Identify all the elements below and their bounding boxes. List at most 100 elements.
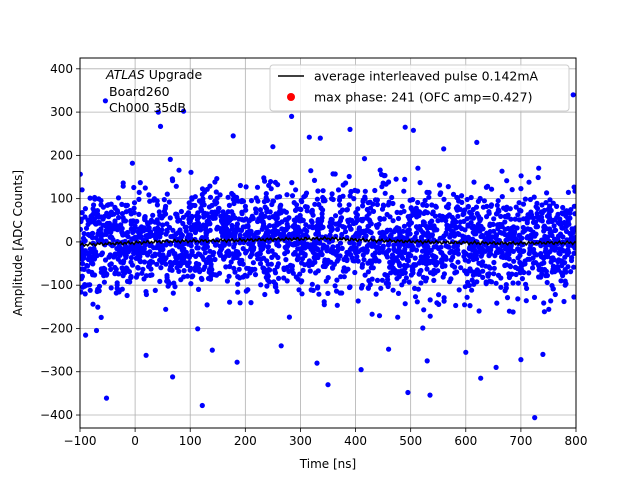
data-point [485, 233, 491, 240]
data-point [256, 216, 262, 222]
data-point [310, 212, 316, 218]
data-point [227, 263, 233, 270]
data-point [409, 247, 415, 253]
data-point [199, 276, 205, 282]
data-point [515, 296, 521, 302]
data-point [186, 259, 192, 266]
data-point [353, 210, 359, 216]
data-point [330, 265, 336, 271]
data-point [141, 259, 148, 265]
data-point [205, 255, 212, 261]
data-point [255, 229, 261, 235]
x-tick-label: 800 [565, 434, 588, 448]
data-point [253, 210, 259, 216]
data-point [344, 207, 350, 213]
data-point [170, 290, 176, 296]
data-point [167, 156, 173, 162]
data-point [80, 210, 85, 216]
data-point [558, 258, 565, 264]
data-point [510, 248, 516, 254]
data-point [136, 196, 142, 202]
data-point [195, 286, 202, 292]
data-point [86, 250, 92, 256]
data-point [549, 218, 555, 225]
data-point [403, 275, 409, 281]
data-point [396, 260, 402, 266]
data-point [91, 209, 97, 215]
data-point [214, 200, 220, 206]
data-point [82, 206, 88, 212]
data-point [406, 243, 412, 249]
x-tick-label: 400 [344, 434, 367, 448]
data-point [120, 273, 126, 279]
data-point [365, 200, 371, 206]
x-axis-label: Time [ns] [299, 457, 356, 471]
data-point [467, 303, 473, 309]
data-point [411, 263, 417, 269]
data-point [248, 300, 254, 306]
data-point [254, 184, 261, 190]
data-point [386, 247, 392, 253]
data-point [415, 199, 421, 206]
data-point [321, 242, 327, 248]
data-point [239, 211, 245, 217]
data-point [491, 271, 497, 277]
y-tick-label: 100 [50, 192, 73, 206]
data-point [546, 207, 552, 213]
data-point [503, 282, 509, 288]
data-point [422, 197, 428, 204]
data-point [235, 198, 241, 204]
data-point [95, 304, 101, 310]
data-point [374, 277, 381, 283]
data-point [547, 197, 553, 203]
data-point [398, 233, 404, 239]
data-point [142, 242, 148, 248]
data-point [99, 251, 105, 257]
data-point [267, 209, 273, 215]
data-point [455, 213, 461, 219]
data-point [516, 200, 522, 206]
data-point [504, 295, 511, 301]
data-point [80, 218, 84, 225]
data-point [152, 287, 158, 293]
data-point [80, 171, 83, 177]
data-point [214, 176, 220, 182]
data-point [168, 234, 174, 240]
data-point [360, 203, 366, 209]
data-point [238, 227, 245, 233]
data-point [536, 274, 542, 280]
data-point [402, 176, 408, 182]
data-point [156, 251, 162, 257]
data-point [336, 220, 342, 226]
data-point [531, 294, 538, 300]
data-point [474, 211, 480, 217]
data-point [536, 165, 542, 171]
data-point-outlier [170, 374, 176, 380]
data-point [538, 254, 544, 260]
data-point [287, 232, 293, 238]
data-point [325, 275, 331, 281]
data-point [93, 327, 100, 334]
data-point [347, 284, 353, 290]
data-point [217, 192, 223, 198]
data-point [158, 265, 164, 271]
data-point [396, 247, 402, 253]
data-point [352, 187, 358, 193]
data-point [244, 265, 250, 271]
data-point [568, 269, 574, 275]
annotation-experiment: ATLAS Upgrade [105, 67, 202, 82]
data-point [276, 275, 282, 281]
data-point [226, 252, 232, 258]
data-point [128, 255, 134, 261]
data-point [96, 196, 102, 202]
data-point [559, 210, 565, 216]
data-point [384, 227, 390, 233]
data-point [376, 221, 382, 227]
data-point [382, 172, 388, 179]
data-point [189, 213, 195, 219]
data-point-outlier [424, 358, 430, 364]
data-point [507, 206, 513, 212]
data-point [412, 294, 419, 300]
data-point [406, 221, 412, 227]
data-point [495, 272, 502, 278]
